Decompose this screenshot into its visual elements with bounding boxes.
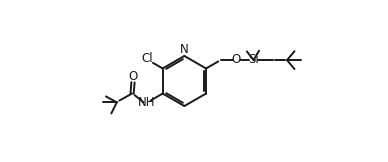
- Text: Cl: Cl: [141, 52, 153, 65]
- Text: N: N: [180, 43, 189, 56]
- Text: O: O: [232, 53, 241, 66]
- Text: Si: Si: [249, 53, 259, 66]
- Text: O: O: [129, 70, 138, 83]
- Text: NH: NH: [138, 96, 155, 109]
